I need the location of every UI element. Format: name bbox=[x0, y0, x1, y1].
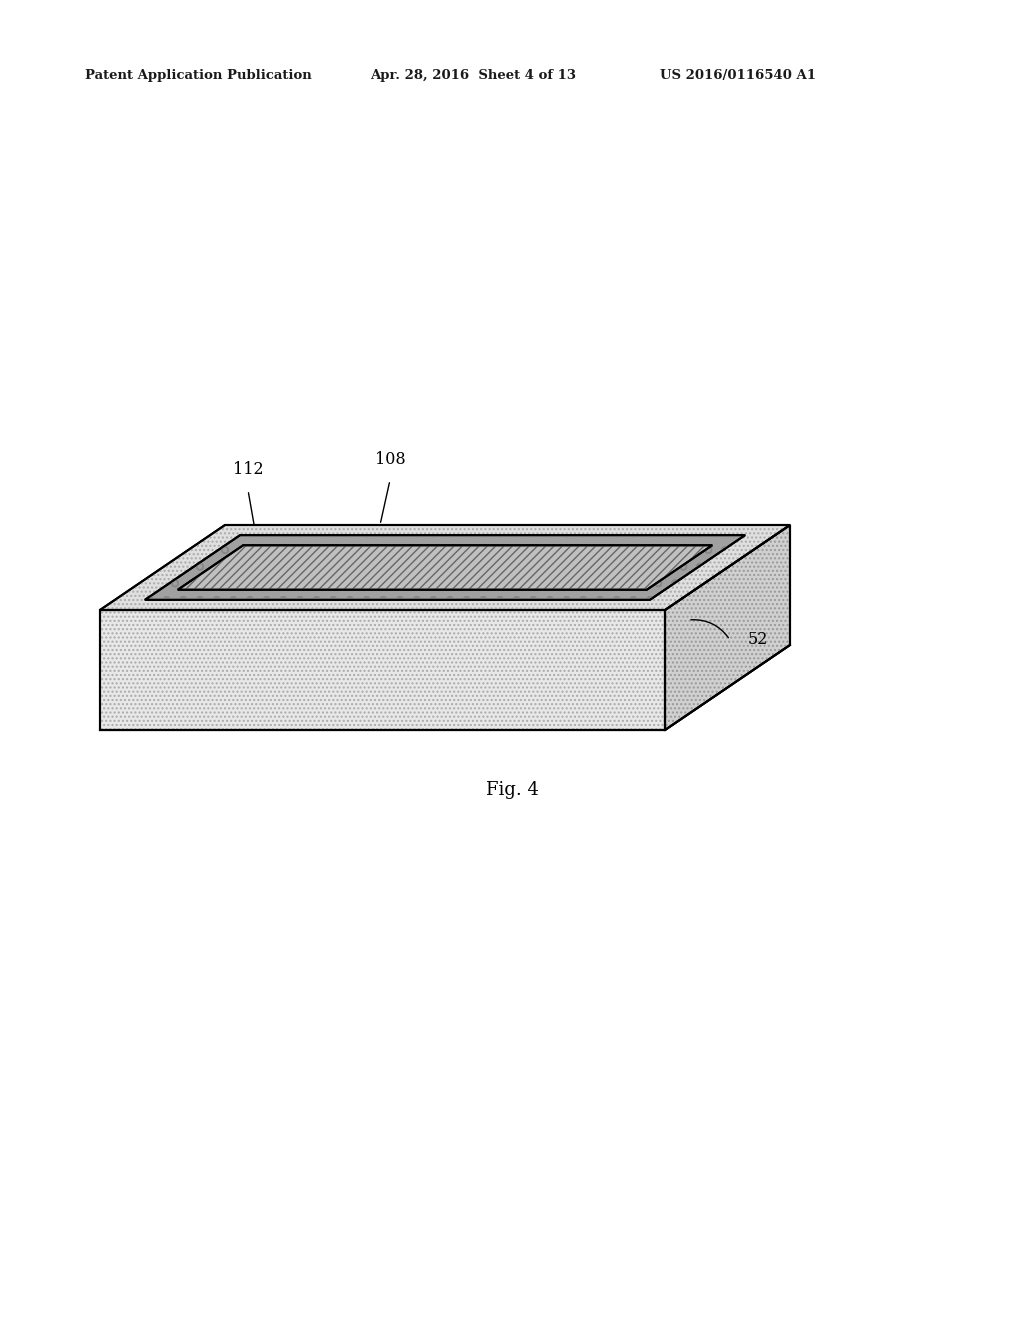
Text: Fig. 4: Fig. 4 bbox=[485, 781, 539, 799]
Text: Patent Application Publication: Patent Application Publication bbox=[85, 69, 311, 82]
Polygon shape bbox=[665, 525, 790, 730]
Text: US 2016/0116540 A1: US 2016/0116540 A1 bbox=[660, 69, 816, 82]
Polygon shape bbox=[100, 525, 790, 610]
Text: 52: 52 bbox=[748, 631, 768, 648]
Text: Apr. 28, 2016  Sheet 4 of 13: Apr. 28, 2016 Sheet 4 of 13 bbox=[370, 69, 575, 82]
Text: 108: 108 bbox=[375, 451, 406, 469]
Polygon shape bbox=[100, 610, 665, 730]
Polygon shape bbox=[178, 545, 713, 590]
Polygon shape bbox=[144, 535, 745, 599]
Text: 112: 112 bbox=[232, 461, 263, 478]
